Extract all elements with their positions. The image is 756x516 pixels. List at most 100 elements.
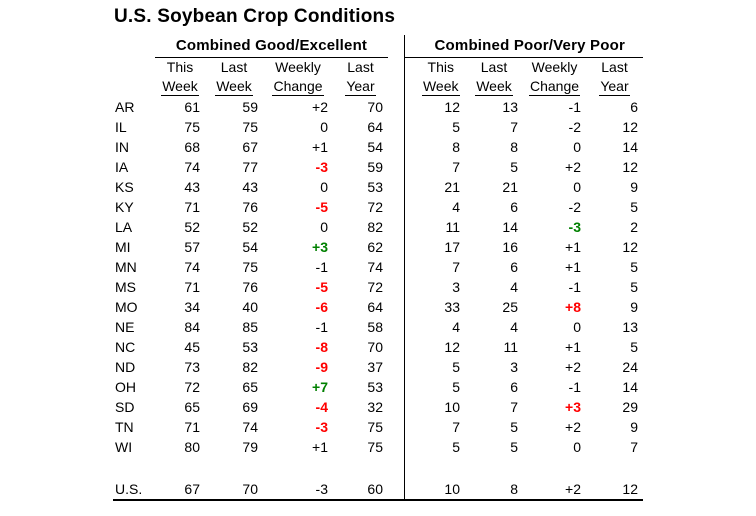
ge-this-week-value: 71 [184,279,200,295]
ge-last-year-value: 64 [367,119,383,135]
table-row-il: IL 75 75 0 64 5 7 -2 12 [113,117,643,137]
section-gap [388,35,404,57]
column-header-row-top: This Last Weekly Last This Last Weekly L… [113,57,643,77]
table-row-nd: ND 73 82 -9 37 5 3 +2 24 [113,357,643,377]
ge-last-week-value: 53 [242,339,258,355]
section-gap [388,177,404,197]
pv-last-week-value: 7 [510,119,518,135]
ge-weekly-change-value: -3 [315,419,328,435]
table-row-mi: MI 57 54 +3 62 17 16 +1 12 [113,237,643,257]
table-row-in: IN 68 67 +1 54 8 8 0 14 [113,137,643,157]
ge-weekly-change-value: -3 [315,159,328,175]
pv-this-week-value: 11 [403,217,465,237]
ge-weekly-change-value: -1 [315,259,328,275]
ge-this-week-value: 84 [184,319,200,335]
ge-last-year-value: 74 [367,259,383,275]
pv-last-year-header: Year [599,78,630,96]
pv-weekly-change-value: -1 [568,379,581,395]
ge-last-year-value: 54 [367,139,383,155]
ge-weekly-change-value: +7 [312,379,328,395]
pv-last-year-value: 14 [622,139,638,155]
ge-last-week-value: 74 [242,419,258,435]
ge-last-week-value: 76 [242,199,258,215]
pv-last-week-value: 13 [502,99,518,115]
state-label: NC [115,339,136,355]
ge-this-week-value: 34 [184,299,200,315]
state-label: OH [115,379,136,395]
section-gap [388,197,404,217]
ge-last-year-header: Year [345,78,376,96]
ge-this-week-value: 65 [184,399,200,415]
empty-cell [465,457,523,478]
pv-last-week-value: 11 [503,339,518,355]
ge-weekly-change-header: Change [272,78,324,96]
pv-last-week-value: 5 [510,419,518,435]
ge-last-week-value: 67 [242,139,258,155]
ge-last-year-value: 59 [367,159,383,175]
state-column-header-spacer [113,35,155,57]
pv-this-week-value: 8 [403,137,465,157]
pv-last-year-value: 9 [630,419,638,435]
pv-last-week-value: 7 [510,399,518,415]
pv-this-week-value: 5 [403,377,465,397]
state-label: IL [115,119,127,135]
table-row-ar: AR 61 59 +2 70 12 13 -1 6 [113,97,643,117]
state-label: SD [115,399,135,415]
ge-weekly-change-value: +1 [312,439,328,455]
pv-last-year-value: 13 [622,319,638,335]
ge-last-year-value: 64 [367,299,383,315]
empty-cell [205,457,263,478]
section-gap [388,257,404,277]
ge-weekly-change-value: -9 [315,359,328,375]
ge-last-year-value: 53 [367,379,383,395]
pv-weekly-change-value: -1 [568,99,581,115]
pv-this-week-value: 10 [403,397,465,417]
ge-last-week-value: 75 [242,119,258,135]
pv-last-year-value: 14 [622,379,638,395]
section-gap [388,217,404,237]
ge-weekly-change-value: -5 [315,279,328,295]
table-row-wi: WI 80 79 +1 75 5 5 0 7 [113,437,643,457]
state-label: KY [115,199,134,215]
pv-last-week-value: 25 [502,299,518,315]
ge-last-year-value: 72 [367,279,383,295]
empty-cell [113,457,155,478]
section-header-row: Combined Good/Excellent Combined Poor/Ve… [113,35,643,58]
ge-last-year-value: 37 [367,359,383,375]
ge-this-week-value: 61 [184,99,200,115]
pv-this-week-header: Week [403,77,465,97]
ge-this-week-value: 75 [184,119,200,135]
section-gap [388,357,404,377]
pv-weekly-change-value: +2 [565,359,581,375]
pv-this-week-value: 7 [403,417,465,437]
table-row-tn: TN 71 74 -3 75 7 5 +2 9 [113,417,643,437]
pv-weekly-change-value: +2 [565,159,581,175]
empty-cell [263,457,333,478]
section-gap [388,317,404,337]
section-gap [388,77,404,97]
ge-last-week-value: 40 [242,299,258,315]
ge-last-week-value: 65 [242,379,258,395]
pv-weekly-change-value: 0 [573,179,581,195]
empty-cell [523,457,586,478]
ge-weekly-change-value: -3 [263,478,333,501]
pv-last-year-value: 5 [630,199,638,215]
ge-this-week-value: 71 [184,419,200,435]
pv-weekly-change-value: +1 [565,339,581,355]
state-label: NE [115,319,135,335]
section-gap [388,377,404,397]
section-gap [388,337,404,357]
state-column-header-spacer [113,57,155,77]
ge-weekly-change-value: -1 [315,319,328,335]
pv-this-week-value: 5 [403,117,465,137]
ge-last-year-header: Last [347,59,374,76]
pv-last-year-value: 12 [586,478,643,501]
pv-weekly-change-value: +1 [565,259,581,275]
ge-last-week-value: 76 [242,279,258,295]
pv-last-year-value: 5 [630,259,638,275]
section-gap [388,237,404,257]
pv-this-week-value: 3 [403,277,465,297]
ge-this-week-value: 67 [155,478,205,501]
ge-this-week-value: 74 [184,159,200,175]
